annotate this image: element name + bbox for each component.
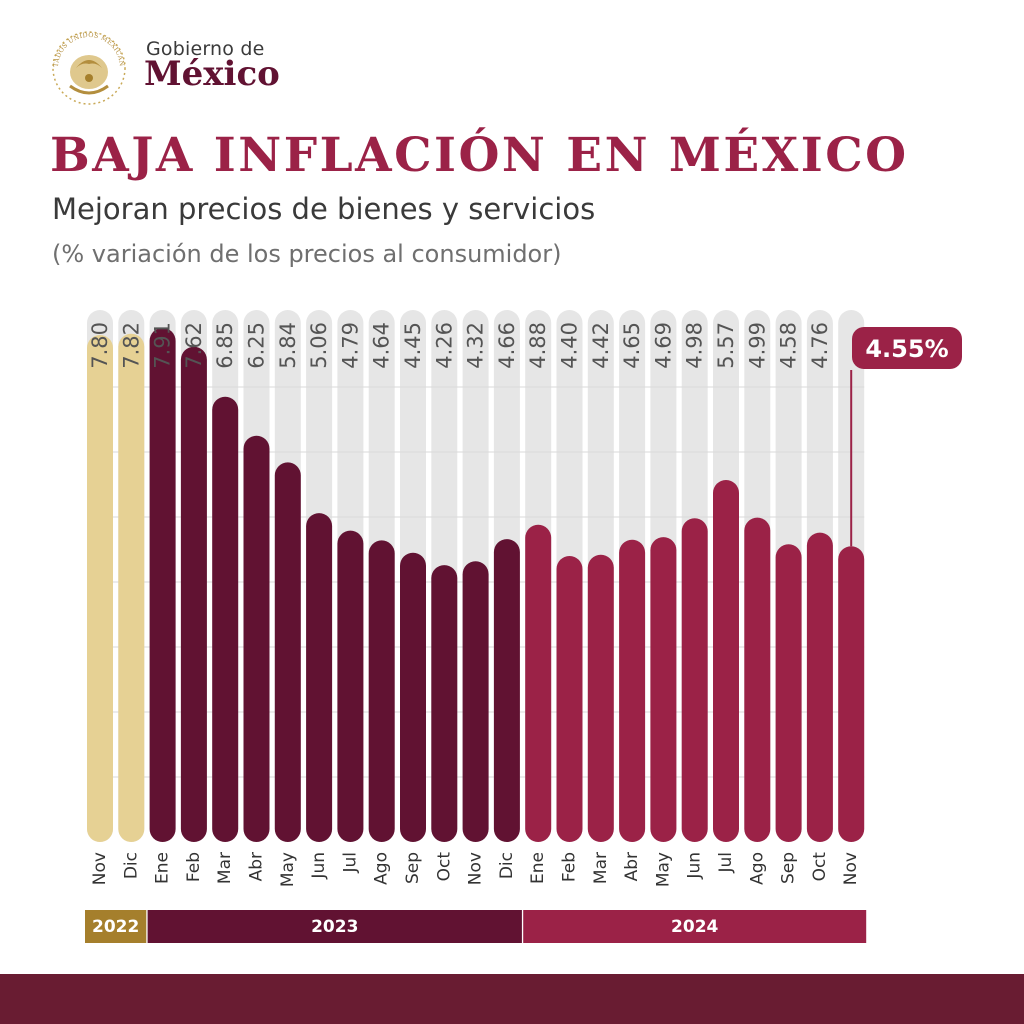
brand-top-text: Gobierno de <box>146 38 265 60</box>
chart-subtitle: Mejoran precios de bienes y servicios <box>52 192 596 226</box>
bar <box>713 479 739 842</box>
value-label: 4.79 <box>338 322 362 369</box>
year-band-label: 2022 <box>92 917 139 937</box>
month-label: Jun <box>309 852 329 880</box>
month-label: Jun <box>685 852 705 880</box>
value-label: 4.66 <box>495 322 519 369</box>
bar <box>368 540 395 842</box>
month-label: Oct <box>810 852 830 882</box>
month-label: Nov <box>841 852 861 885</box>
bar <box>306 513 333 842</box>
chart-title: BAJA INFLACIÓN EN MÉXICO <box>50 128 909 183</box>
month-label: Oct <box>434 852 454 882</box>
month-label: Mar <box>215 852 235 884</box>
bar <box>118 333 145 842</box>
bar <box>650 537 677 842</box>
month-label: Jul <box>716 852 736 874</box>
footer-band <box>0 974 1024 1024</box>
bar <box>556 556 583 842</box>
month-label: Ene <box>528 852 548 884</box>
bar <box>806 532 833 842</box>
coat-of-arms-seal: ESTADOS UNIDOS MEXICANOS <box>46 24 126 105</box>
value-label: 6.85 <box>213 322 237 369</box>
month-label: Feb <box>184 852 204 882</box>
value-label: 4.76 <box>808 322 832 369</box>
bar <box>525 524 552 842</box>
value-label: 4.99 <box>745 322 769 369</box>
month-label: Dic <box>121 852 141 879</box>
value-label: 4.98 <box>683 322 707 369</box>
value-label: 4.45 <box>401 322 425 369</box>
year-band-label: 2023 <box>311 917 358 937</box>
callout-box <box>852 327 962 369</box>
value-label: 7.91 <box>151 322 175 369</box>
value-label: 6.25 <box>245 322 269 369</box>
month-label: May <box>653 852 673 887</box>
chart-unit-label: (% variación de los precios al consumido… <box>52 240 562 268</box>
value-label: 4.65 <box>620 322 644 369</box>
year-band <box>147 910 522 943</box>
value-label: 7.62 <box>182 322 206 369</box>
month-label: Sep <box>403 852 423 884</box>
value-label: 4.58 <box>777 322 801 369</box>
month-label: Mar <box>591 852 611 884</box>
value-label: 5.57 <box>714 322 738 369</box>
year-band-label: 2024 <box>671 917 718 937</box>
value-label: 4.26 <box>432 322 456 369</box>
bar <box>493 539 520 842</box>
callout-value: 4.55% <box>865 335 948 363</box>
month-label: Ene <box>153 852 173 884</box>
month-label: Ago <box>372 852 392 885</box>
value-label: 5.84 <box>276 322 300 369</box>
month-label: Abr <box>622 852 642 881</box>
value-label: 4.88 <box>526 322 550 369</box>
bar <box>180 346 207 842</box>
value-label: 4.69 <box>651 322 675 369</box>
bar <box>775 544 802 842</box>
month-label: May <box>278 852 298 887</box>
bar <box>619 539 646 842</box>
bar <box>838 546 865 842</box>
month-label: Nov <box>90 852 110 885</box>
value-label: 4.42 <box>589 322 613 369</box>
brand-main-text: México <box>144 54 280 94</box>
bar <box>337 530 364 842</box>
value-label: 7.82 <box>119 322 143 369</box>
year-band <box>85 910 147 943</box>
bar <box>431 565 458 842</box>
month-label: Nov <box>466 852 486 885</box>
bar <box>400 552 426 842</box>
inflation-bar-chart: 7.80 7.82 7.91 7.62 6.85 6.25 5.84 5.06 4.79 4.64… <box>85 310 962 943</box>
value-label: 7.80 <box>88 322 112 369</box>
bar <box>212 396 239 842</box>
value-label: 4.64 <box>370 322 394 369</box>
bar <box>462 561 489 842</box>
month-label: Feb <box>560 852 580 882</box>
bar <box>744 517 771 842</box>
bar <box>87 335 113 842</box>
value-label: 4.40 <box>558 322 582 369</box>
bar <box>587 554 614 842</box>
value-label: 5.06 <box>307 322 331 369</box>
month-label: Ago <box>747 852 767 885</box>
month-label: Abr <box>247 852 267 881</box>
month-label: Dic <box>497 852 517 879</box>
year-band <box>523 910 867 943</box>
value-label: 4.32 <box>464 322 488 369</box>
bar <box>681 518 708 842</box>
bar <box>274 462 301 842</box>
bar <box>243 435 270 842</box>
month-label: Sep <box>779 852 799 884</box>
bar <box>149 327 176 843</box>
month-label: Jul <box>340 852 360 874</box>
